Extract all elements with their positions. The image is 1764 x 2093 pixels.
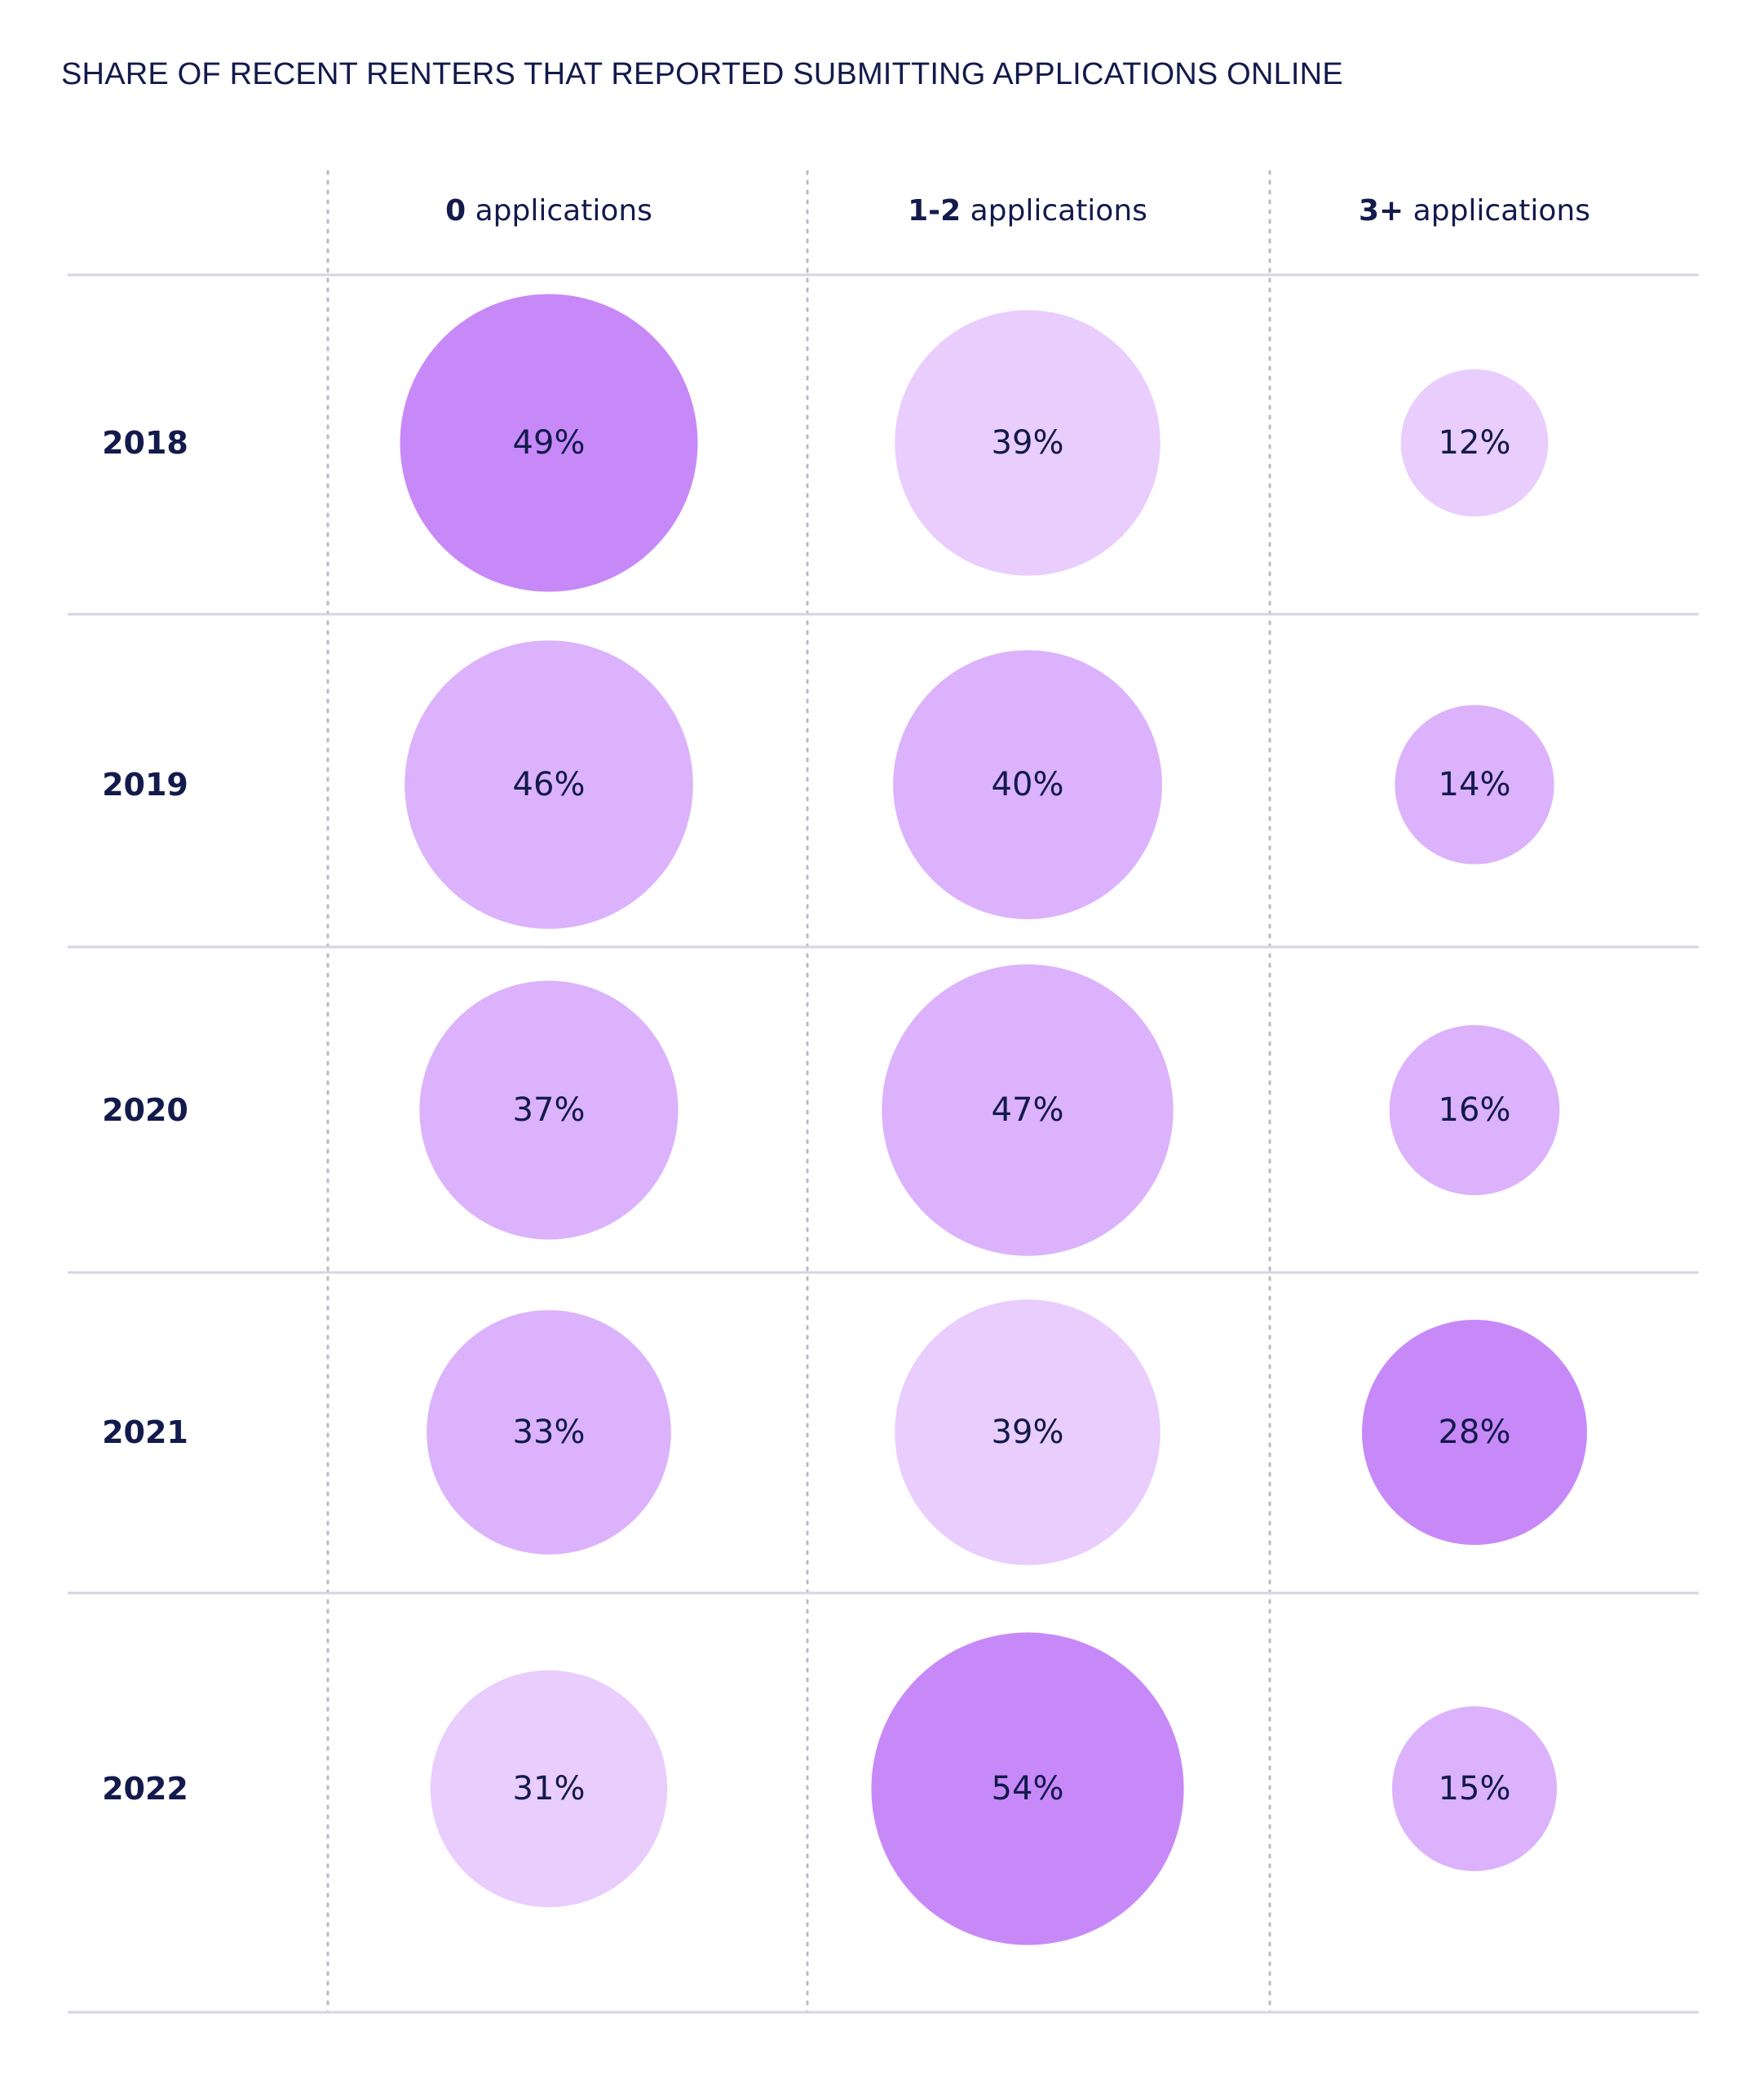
bubble-2021-col1: 33% [427, 1310, 671, 1555]
row-label-layer: 2018 2019 2020 2021 2022 [102, 425, 188, 1807]
column-header-rest: applications [1404, 194, 1590, 228]
bubble-2019-col2: 40% [893, 650, 1162, 919]
bubble-circle [895, 1299, 1161, 1565]
bubble-2018-col2: 39% [895, 310, 1161, 576]
bubble-circle [871, 1632, 1184, 1945]
row-label-2018: 2018 [102, 425, 188, 461]
bubble-value-label: 12% [1439, 424, 1511, 462]
bubble-2021-col3: 28% [1362, 1320, 1587, 1545]
bubble-layer: 49% 39% 12% 46% 40% 14% 37% 47% 16% 33% 39% 28% 31% 5… [400, 294, 1587, 1945]
bubble-2018-col1: 49% [400, 294, 698, 592]
column-header-rest: applications [466, 194, 652, 228]
column-header-strong: 0 [445, 194, 466, 228]
bubble-circle [882, 964, 1174, 1256]
bubble-circle [1389, 1024, 1560, 1196]
bubble-circle [405, 640, 693, 929]
bubble-value-label: 16% [1439, 1091, 1511, 1129]
row-label-2021: 2021 [102, 1414, 188, 1450]
bubble-circle [419, 980, 679, 1240]
bubble-value-label: 33% [513, 1414, 586, 1451]
column-header-strong: 1-2 [908, 194, 961, 228]
row-label-2019: 2019 [102, 767, 188, 803]
bubble-2022-col2: 54% [871, 1632, 1184, 1945]
grid-layer [68, 170, 1699, 2014]
bubble-circle [427, 1310, 671, 1555]
bubble-value-label: 39% [992, 1414, 1064, 1451]
chart-title: SHARE OF RECENT RENTERS THAT REPORTED SU… [61, 57, 1343, 91]
bubble-value-label: 54% [992, 1770, 1064, 1808]
bubble-2020-col3: 16% [1389, 1024, 1560, 1196]
bubble-circle [400, 294, 698, 592]
bubble-2021-col2: 39% [895, 1299, 1161, 1565]
bubble-circle [893, 650, 1162, 919]
column-header-rest: applications [961, 194, 1147, 228]
bubble-circle [895, 310, 1161, 576]
row-label-2022: 2022 [102, 1771, 188, 1807]
bubble-value-label: 40% [992, 766, 1064, 803]
bubble-value-label: 15% [1439, 1770, 1511, 1808]
bubble-value-label: 47% [992, 1091, 1064, 1129]
column-header-2: 1-2 applications [908, 194, 1147, 228]
column-header-strong: 3+ [1359, 194, 1404, 228]
bubble-value-label: 37% [513, 1091, 586, 1129]
bubble-2020-col1: 37% [419, 980, 679, 1240]
bubble-2022-col3: 15% [1392, 1706, 1557, 1871]
row-label-2020: 2020 [102, 1092, 188, 1128]
bubble-value-label: 39% [992, 424, 1064, 462]
bubble-value-label: 14% [1439, 766, 1511, 803]
bubble-2019-col1: 46% [405, 640, 693, 929]
bubble-circle [1395, 705, 1554, 865]
column-header-layer: 0 applications 1-2 applications 3+ applica… [445, 194, 1590, 228]
bubble-value-label: 49% [513, 424, 586, 462]
bubble-circle [1362, 1320, 1587, 1545]
bubble-circle [1400, 369, 1549, 517]
bubble-value-label: 28% [1439, 1414, 1511, 1451]
bubble-2018-col3: 12% [1400, 369, 1549, 517]
column-header-1: 0 applications [445, 194, 652, 228]
bubble-2020-col2: 47% [882, 964, 1174, 1256]
bubble-value-label: 31% [513, 1770, 586, 1808]
bubble-circle [430, 1670, 668, 1908]
bubble-2022-col1: 31% [430, 1670, 668, 1908]
bubble-value-label: 46% [513, 766, 586, 803]
bubble-circle [1392, 1706, 1557, 1871]
bubble-2019-col3: 14% [1395, 705, 1554, 865]
column-header-3: 3+ applications [1359, 194, 1590, 228]
